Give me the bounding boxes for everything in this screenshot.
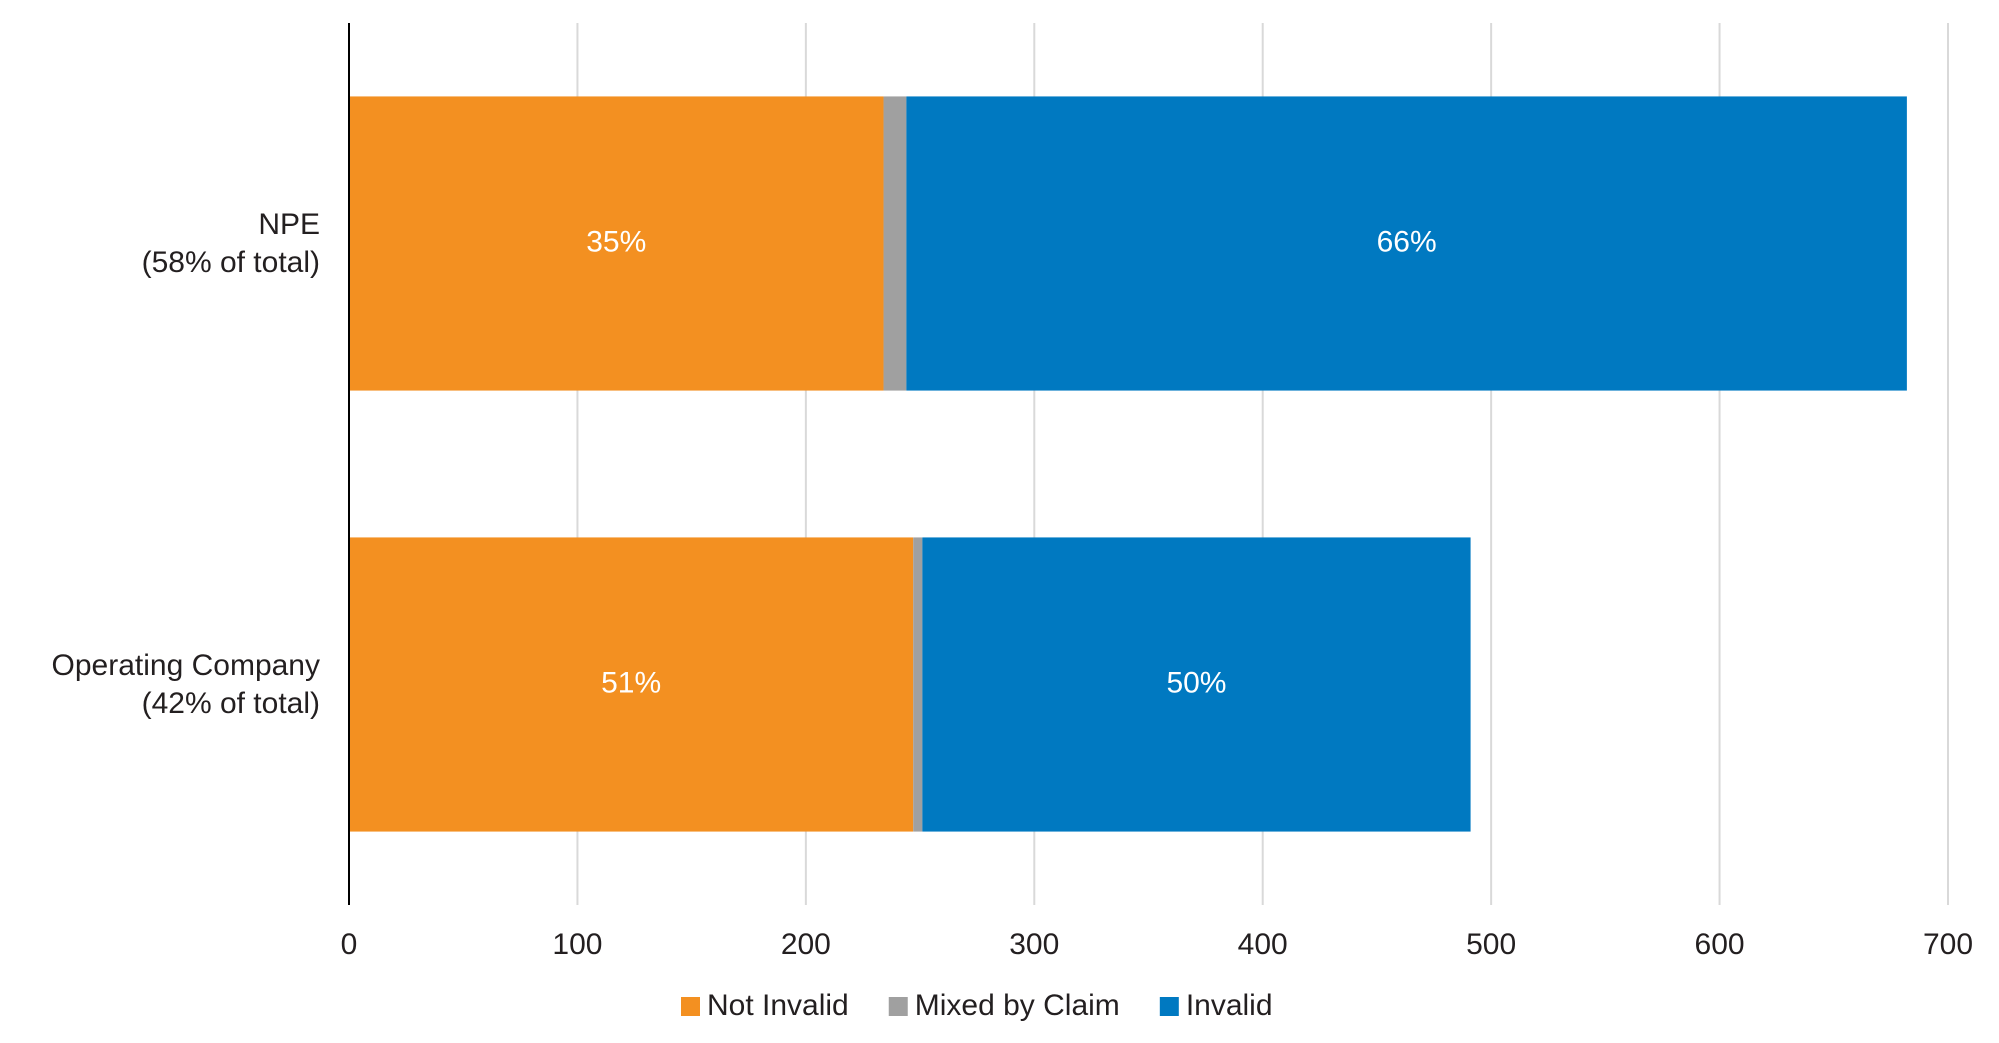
legend-swatch <box>889 997 908 1016</box>
x-tick-label: 600 <box>1695 928 1745 961</box>
y-tick-label: NPE (58% of total) <box>0 206 320 282</box>
x-tick-label: 200 <box>781 928 831 961</box>
legend-label: Mixed by Claim <box>915 989 1120 1022</box>
bar-label: 66% <box>1377 225 1437 258</box>
legend-swatch <box>681 997 700 1016</box>
bar-segment <box>913 537 922 831</box>
bar-segment <box>884 96 907 390</box>
page: 0 100 200 300 400 500 600 700 35% 66% 51% 50% Not In… <box>0 0 1999 1043</box>
x-tick-label: 0 <box>341 928 358 961</box>
bar-label: 51% <box>601 666 661 699</box>
x-tick-label: 700 <box>1923 928 1973 961</box>
x-tick-label: 400 <box>1238 928 1288 961</box>
chart: 0 100 200 300 400 500 600 700 35% 66% 51% 50% Not In… <box>0 0 1999 1043</box>
y-tick-label: Operating Company (42% of total) <box>0 647 320 723</box>
legend-swatch <box>1160 997 1179 1016</box>
bar-label: 35% <box>586 225 646 258</box>
legend-label: Not Invalid <box>707 989 849 1022</box>
legend-label: Invalid <box>1186 989 1273 1022</box>
bar-label: 50% <box>1166 666 1226 699</box>
x-tick-label: 100 <box>552 928 602 961</box>
x-tick-label: 500 <box>1466 928 1516 961</box>
x-tick-label: 300 <box>1009 928 1059 961</box>
